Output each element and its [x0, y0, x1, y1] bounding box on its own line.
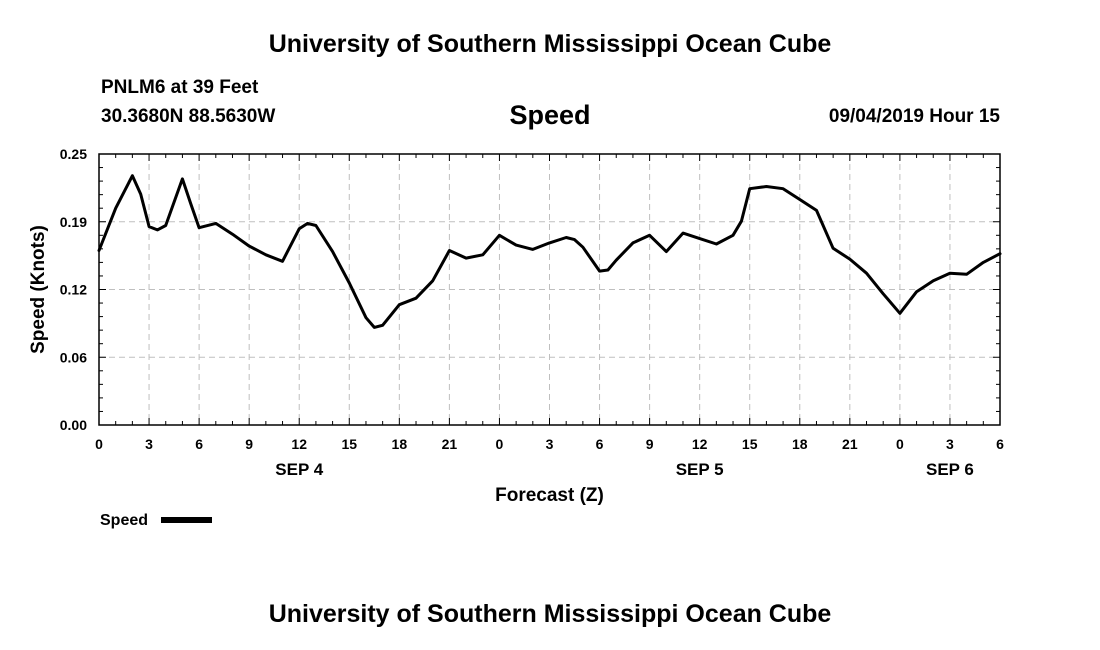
- datetime-label: 09/04/2019 Hour 15: [828, 106, 1000, 127]
- y-axis-title: Speed (Knots): [28, 225, 49, 354]
- station-label: PNLM6 at 39 Feet: [101, 77, 259, 98]
- x-tick-label: 6: [195, 436, 203, 452]
- x-tick-label: 0: [896, 436, 904, 452]
- footer-title: University of Southern Mississippi Ocean…: [268, 600, 832, 628]
- grid: [99, 154, 1000, 425]
- x-tick-label: 3: [546, 436, 554, 452]
- x-tick-label: 0: [496, 436, 504, 452]
- y-tick-label: 0.19: [60, 214, 87, 230]
- x-tick-label: 0: [95, 436, 103, 452]
- x-tick-label: 3: [145, 436, 153, 452]
- y-tick-label: 0.00: [60, 417, 87, 433]
- date-label: SEP 5: [676, 460, 724, 479]
- page-title: University of Southern Mississippi Ocean…: [268, 30, 832, 58]
- x-tick-label: 12: [291, 436, 307, 452]
- x-tick-label: 15: [341, 436, 357, 452]
- x-tick-label: 15: [742, 436, 758, 452]
- x-tick-label: 18: [792, 436, 808, 452]
- x-tick-label: 6: [996, 436, 1004, 452]
- x-tick-label: 9: [245, 436, 253, 452]
- x-tick-label: 12: [692, 436, 708, 452]
- series-layer: [97, 174, 1002, 329]
- x-tick-label: 21: [442, 436, 458, 452]
- axes: [98, 153, 1001, 426]
- y-tick-label: 0.25: [60, 146, 87, 162]
- date-label: SEP 6: [926, 460, 974, 479]
- series-line-speed: [97, 174, 1002, 329]
- coordinates-label: 30.3680N 88.5630W: [101, 106, 276, 127]
- variable-title: Speed: [509, 100, 591, 130]
- y-tick-label: 0.12: [60, 282, 87, 298]
- x-tick-label: 21: [842, 436, 858, 452]
- x-tick-label: 18: [392, 436, 408, 452]
- legend-label: Speed: [100, 512, 148, 529]
- x-tick-label: 3: [946, 436, 954, 452]
- x-tick-label: 9: [646, 436, 654, 452]
- axis-labels: 0 3 6 9 12 15 18 21 0 3 6 9 12 15 18 21 0 3 6 0.00 0.06 0.12 0…: [28, 146, 1004, 529]
- date-label: SEP 4: [275, 460, 323, 479]
- x-tick-label: 6: [596, 436, 604, 452]
- x-axis-title: Forecast (Z): [495, 485, 604, 506]
- y-tick-label: 0.06: [60, 349, 87, 365]
